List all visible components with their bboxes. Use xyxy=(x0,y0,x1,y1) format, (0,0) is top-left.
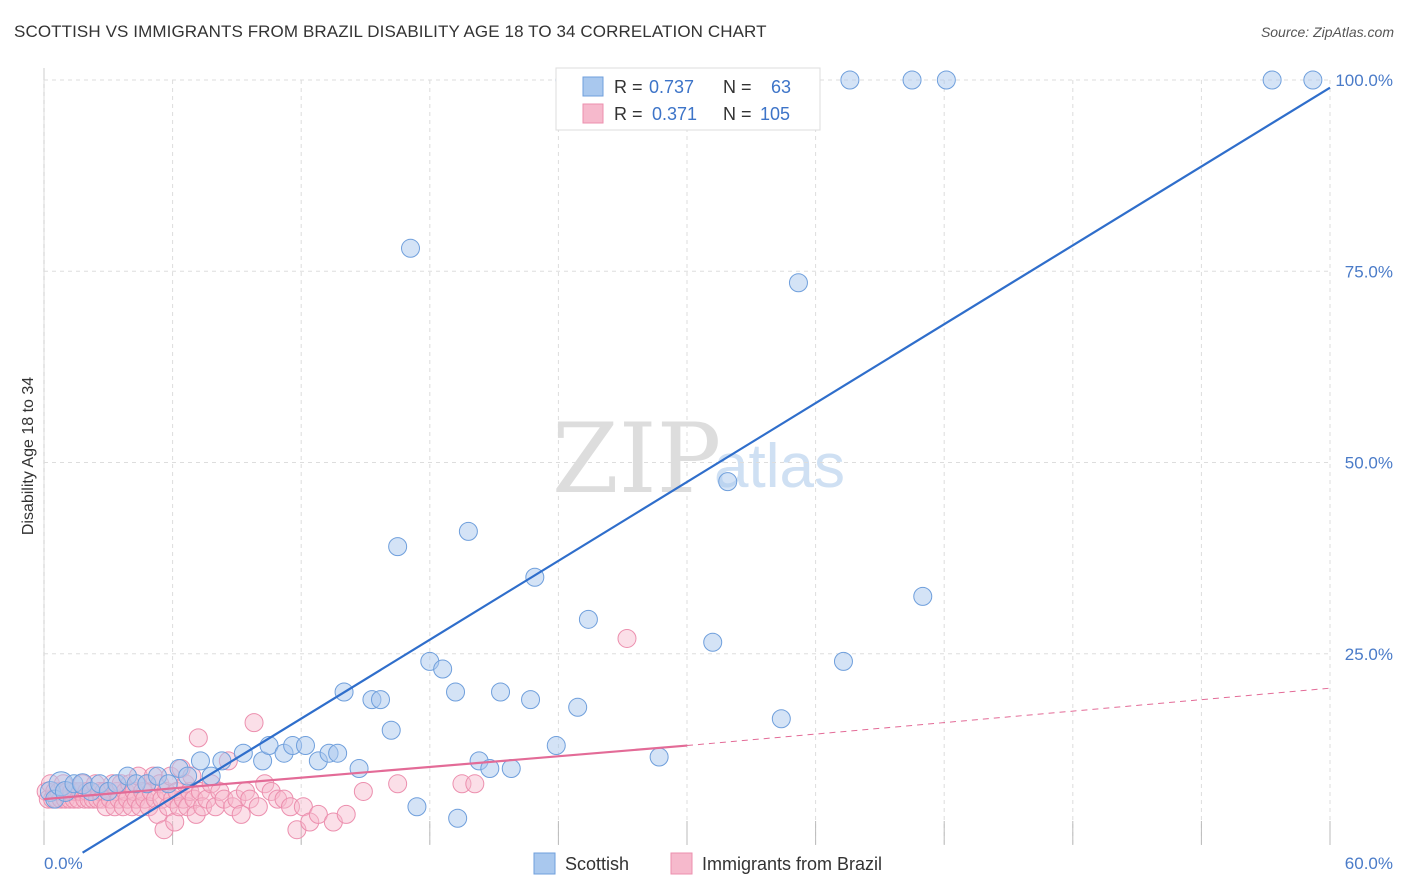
watermark-atlas: atlas xyxy=(714,432,845,501)
brazil-point xyxy=(154,820,174,840)
scottish-point xyxy=(521,690,541,710)
bottom-legend-label-scottish: Scottish xyxy=(565,854,629,874)
legend-r-value-2: 0.371 xyxy=(652,104,697,124)
scottish-point xyxy=(178,766,198,786)
scottish-point xyxy=(568,697,588,717)
scottish-point xyxy=(381,720,401,740)
trend-lines xyxy=(43,86,1331,854)
brazil-trend-line xyxy=(43,744,688,801)
legend-swatch-scottish xyxy=(582,76,604,97)
brazil-point xyxy=(188,728,208,748)
brazil-point xyxy=(186,804,206,824)
scottish-point xyxy=(388,537,408,557)
brazil-point xyxy=(353,781,373,801)
y-tick-label-2: 75.0% xyxy=(1345,262,1393,281)
scottish-point xyxy=(771,709,791,729)
scottish-point xyxy=(501,759,521,778)
legend-r-value-1: 0.737 xyxy=(649,77,694,97)
legend-bottom: Scottish Immigrants from Brazil xyxy=(533,852,882,875)
scottish-point xyxy=(401,238,421,258)
x-tick-label-1: 60.0% xyxy=(1345,854,1393,873)
brazil-point xyxy=(617,628,637,648)
scottish-point xyxy=(480,759,500,778)
scottish-point xyxy=(295,736,315,756)
scottish-point xyxy=(446,682,466,702)
scottish-point xyxy=(1303,70,1323,90)
scottish-point xyxy=(1262,70,1282,90)
scottish-point xyxy=(718,472,738,492)
scottish-point xyxy=(491,682,511,702)
scottish-point xyxy=(936,70,956,90)
scottish-point xyxy=(913,586,933,606)
scottish-point xyxy=(840,70,860,90)
bottom-legend-swatch-scottish xyxy=(533,852,556,875)
scottish-point xyxy=(458,521,478,541)
scottish-point xyxy=(371,690,391,710)
legend-n-label-2: N = xyxy=(723,104,752,124)
scottish-point xyxy=(578,609,598,629)
brazil-point xyxy=(165,812,185,832)
brazil-trend-extension xyxy=(686,687,1331,747)
brazil-point xyxy=(336,804,356,824)
x-tick-label-0: 0.0% xyxy=(44,854,83,873)
legend-r-label-1: R = xyxy=(614,77,643,97)
brazil-points xyxy=(36,628,637,840)
brazil-point xyxy=(308,804,328,824)
scottish-point xyxy=(902,70,922,90)
scottish-point xyxy=(349,759,369,778)
brazil-point xyxy=(388,774,408,794)
legend-top: R = 0.737 N = 63 R = 0.371 N = 105 xyxy=(555,67,821,131)
scottish-point xyxy=(328,743,348,763)
legend-r-label-2: R = xyxy=(614,104,643,124)
brazil-point xyxy=(465,774,485,794)
legend-n-value-1: 63 xyxy=(771,77,791,97)
brazil-point xyxy=(274,789,294,809)
scottish-point xyxy=(788,273,808,293)
y-tick-label-0: 25.0% xyxy=(1345,645,1393,664)
legend-n-label-1: N = xyxy=(723,77,752,97)
scottish-point xyxy=(833,651,853,671)
grid xyxy=(43,68,1331,845)
brazil-point xyxy=(231,804,251,824)
brazil-point xyxy=(244,713,264,733)
scottish-point xyxy=(703,632,723,652)
legend-n-value-2: 105 xyxy=(760,104,790,124)
scottish-point xyxy=(649,747,669,767)
source-credit: Source: ZipAtlas.com xyxy=(1260,24,1394,40)
bottom-legend-label-brazil: Immigrants from Brazil xyxy=(702,854,882,874)
y-axis-label: Disability Age 18 to 34 xyxy=(20,377,37,535)
axis-ticks: 25.0% 50.0% 75.0% 100.0% 0.0% 60.0% xyxy=(44,71,1393,873)
y-tick-label-1: 50.0% xyxy=(1345,454,1393,473)
y-tick-label-3: 100.0% xyxy=(1335,71,1393,90)
watermark-zip: ZIP xyxy=(552,403,721,515)
chart-title: SCOTTISH VS IMMIGRANTS FROM BRAZIL DISAB… xyxy=(14,22,767,41)
scottish-point xyxy=(433,659,453,679)
scottish-point xyxy=(190,751,210,771)
brazil-point xyxy=(248,797,268,817)
legend-swatch-brazil xyxy=(582,103,604,124)
scottish-point xyxy=(407,797,427,817)
bottom-legend-swatch-brazil xyxy=(670,852,693,875)
scottish-point xyxy=(546,736,566,756)
scottish-trend-line xyxy=(82,86,1331,854)
scottish-point xyxy=(448,808,468,828)
